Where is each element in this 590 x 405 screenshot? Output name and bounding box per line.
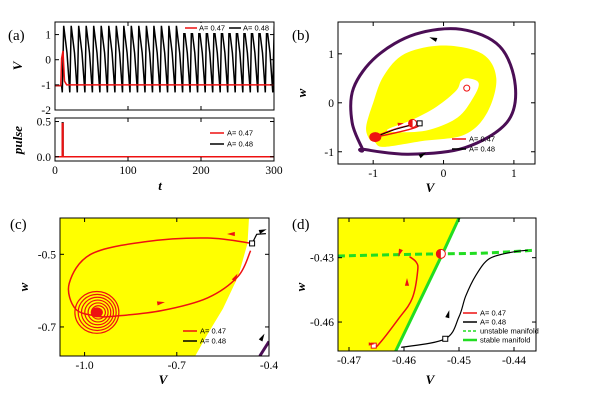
a-bottom-legend-label: A= 0.47 (227, 129, 253, 138)
a-bottom-xtick-label: 200 (192, 165, 210, 177)
c-xtick-label: -1.0 (75, 360, 93, 372)
d-xtick-label: -0.47 (337, 355, 361, 367)
a-top-series-red (55, 50, 274, 87)
d-start-square-red (370, 342, 377, 349)
b-unstable-focus (463, 84, 471, 92)
a-bottom-series-red (55, 122, 274, 158)
b-xlabel: V (426, 180, 436, 195)
a-bottom-xtick-label: 300 (265, 165, 283, 177)
a-bottom-ytick-label: 0.0 (37, 152, 52, 164)
b-ylabel: w (294, 88, 309, 97)
c-xtick-label: -0.7 (168, 360, 186, 372)
d-legend-label: A= 0.47 (480, 309, 506, 318)
c-xtick-label: -0.4 (260, 360, 278, 372)
b-ytick-label: 1 (328, 49, 334, 61)
a-top-ytick-label: 1 (45, 30, 51, 42)
a-top-ytick-label: 0 (45, 55, 51, 67)
b-stable-focus (369, 132, 382, 143)
a-bottom-xtick-label: 100 (119, 165, 137, 177)
d-ylabel: w (293, 282, 308, 291)
b-limit-cycle (349, 27, 518, 156)
d-legend-label: A= 0.48 (480, 318, 506, 327)
c-arrow-red-right (231, 273, 238, 282)
c-series-black (251, 233, 266, 244)
b-arrow-red (397, 122, 404, 127)
a-bottom-xlabel: t (158, 178, 162, 193)
c-ytick-label: -0.7 (38, 322, 56, 334)
d-legend-label: unstable manifold (480, 327, 539, 336)
d-arrow-red-low (368, 342, 375, 346)
d-ytick-label: -0.43 (310, 253, 334, 265)
d-arrow-red-top (398, 248, 403, 257)
d-xlabel: V (426, 372, 436, 387)
d-start-square-black (442, 335, 449, 342)
b-xtick-label: 1 (511, 168, 517, 180)
b-frame (337, 21, 536, 165)
a-bottom-frame (54, 117, 275, 162)
d-xtick-label: -0.46 (392, 355, 416, 367)
c-spiral-ring (87, 302, 109, 323)
b-region-yellow (366, 45, 497, 147)
c-arrow-red-top (227, 231, 235, 237)
b-legend-label: A= 0.48 (469, 145, 495, 154)
d-arrow-black (445, 310, 450, 319)
d-ytick-label: -0.46 (310, 317, 334, 329)
b-panel-label: (b) (292, 28, 310, 44)
a-top-legend-bg (183, 23, 273, 33)
a-bottom-xtick-label: 0 (52, 165, 58, 177)
c-spiral-ring (84, 299, 112, 326)
a-top-plot (55, 25, 274, 93)
a-top-panel-label: (a) (8, 28, 25, 44)
a-top-legend-label: A= 0.47 (199, 24, 225, 33)
c-arrow-black (258, 229, 267, 234)
a-top-ytick-label: -1 (41, 80, 51, 92)
c-series-red (67, 237, 253, 318)
d-frame (337, 217, 537, 352)
c-arrow-purple (258, 333, 265, 342)
a-top-ytick-label: -2 (41, 105, 51, 117)
d-legend-label: stable manifold (480, 336, 530, 345)
c-start-square (249, 240, 256, 247)
a-top-legend-label: A= 0.48 (243, 24, 269, 33)
d-arrow-red-up (404, 278, 410, 286)
b-legend-label: A= 0.47 (469, 135, 495, 144)
c-ylabel: w (16, 282, 31, 291)
b-arrow-top (429, 37, 438, 42)
b-ytick-label: -1 (324, 147, 334, 159)
b-xtick-label: 0 (441, 168, 447, 180)
b-start-square (416, 120, 423, 127)
c-panel-label: (c) (10, 217, 27, 233)
a-top-ylabel: V (10, 60, 25, 70)
c-spiral-ring (77, 293, 117, 332)
b-xtick-label: -1 (368, 168, 378, 180)
a-top-frame (54, 21, 275, 111)
c-arrow-red-mid (156, 301, 165, 306)
a-bottom-ylabel: pulse (10, 126, 25, 155)
c-frame (59, 217, 270, 357)
c-ytick-label: -0.5 (38, 249, 56, 261)
b-region-white (387, 78, 479, 133)
d-panel-label: (d) (292, 217, 310, 233)
d-xtick-label: -0.44 (502, 355, 526, 367)
b-ytick-label: 0 (328, 98, 334, 110)
c-plot (60, 218, 269, 356)
c-legend-label: A= 0.47 (200, 327, 226, 336)
b-saddle-fill (408, 119, 413, 128)
a-bottom-legend-label: A= 0.48 (227, 140, 253, 149)
c-spiral-ring (74, 290, 120, 334)
a-top-series-black (55, 25, 274, 93)
c-limit-cycle (258, 340, 269, 356)
b-plot (349, 27, 518, 156)
a-bottom-plot (55, 122, 274, 158)
d-saddle-fill (436, 249, 441, 259)
d-region-yellow (338, 218, 459, 351)
b-arrow-bottom (418, 152, 427, 159)
d-xtick-label: -0.45 (447, 355, 471, 367)
c-legend-label: A= 0.48 (200, 337, 226, 346)
c-spiral-focus (90, 307, 103, 318)
a-bottom-ytick-label: 0.5 (37, 117, 52, 129)
d-series-red (372, 255, 419, 349)
c-xlabel: V (159, 372, 169, 387)
